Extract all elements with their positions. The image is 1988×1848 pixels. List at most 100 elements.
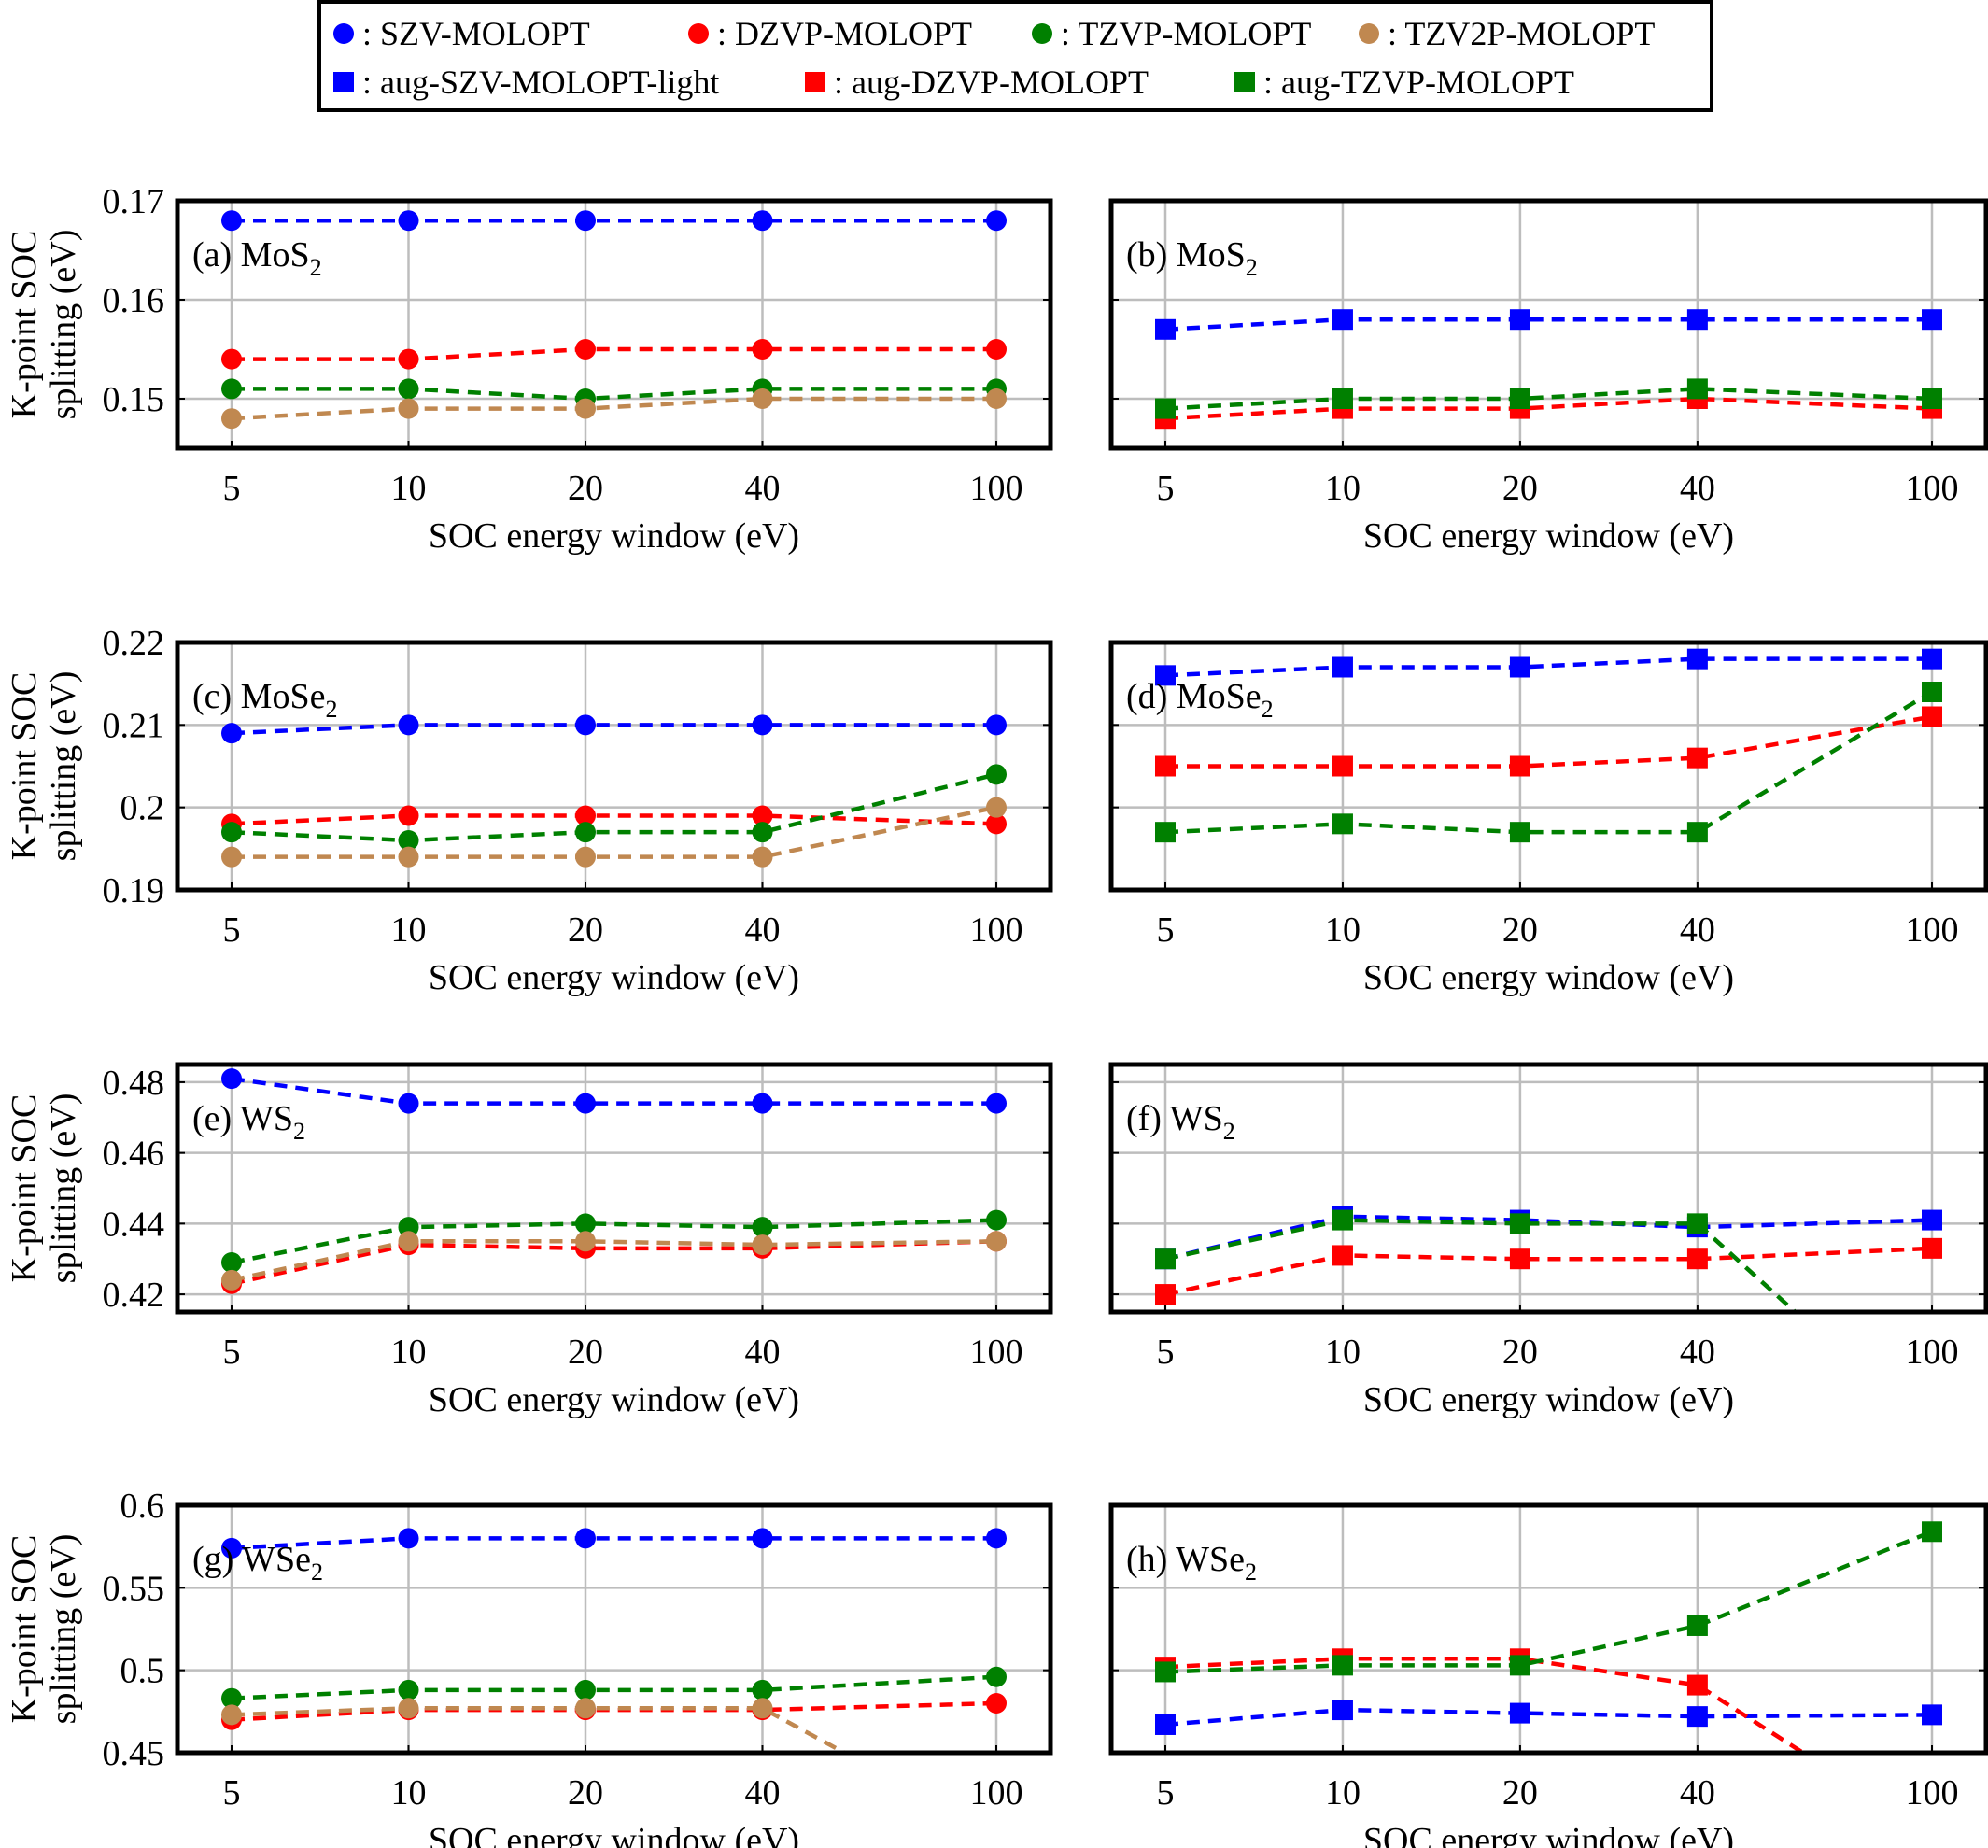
axes-frame — [175, 1062, 1053, 1315]
panel-label-subscript: 2 — [293, 1118, 305, 1145]
panel-e: 5 10 20 40 100 SOC energy window (eV) 0.42 0.44… — [5, 1062, 1053, 1419]
x-tick-label: 5 — [223, 1333, 241, 1372]
data-point — [1686, 309, 1708, 331]
data-point — [1332, 1245, 1353, 1266]
data-point — [752, 210, 773, 232]
series-line — [1164, 1246, 1933, 1297]
y-axis-label-line1: K-point SOC — [5, 1535, 44, 1724]
data-point — [398, 846, 419, 868]
y-tick-label: 0.17 — [103, 182, 165, 221]
legend-marker-icon — [1234, 72, 1255, 92]
x-tick-label: 10 — [1325, 1773, 1361, 1813]
x-tick-label: 40 — [1680, 1333, 1715, 1372]
y-tick-label: 0.5 — [120, 1652, 165, 1691]
data-point — [398, 348, 419, 370]
series-line — [231, 1239, 997, 1286]
x-tick-label: 100 — [970, 469, 1023, 508]
data-point — [1686, 1213, 1708, 1234]
x-tick-label: 20 — [1502, 1773, 1538, 1813]
data-point — [1332, 1700, 1353, 1721]
legend-label: : aug-SZV-MOLOPT-light — [362, 63, 720, 101]
y-axis-label-line2: splitting (eV) — [44, 671, 83, 862]
data-point — [1686, 1674, 1708, 1696]
legend-entry-aug-tzvp: : aug-TZVP-MOLOPT — [1232, 63, 1574, 101]
panel-label-subscript: 2 — [311, 1559, 323, 1586]
x-axis-label: SOC energy window (eV) — [1363, 1380, 1734, 1419]
data-point — [752, 714, 773, 736]
x-tick-label: 20 — [568, 1773, 603, 1813]
x-tick-label: 40 — [1680, 469, 1715, 508]
x-axis-label: SOC energy window (eV) — [1363, 516, 1734, 556]
data-point — [1155, 318, 1176, 340]
x-tick-label: 10 — [1325, 1333, 1361, 1372]
data-point — [398, 714, 419, 736]
data-point — [1922, 1426, 1942, 1446]
x-tick-label: 40 — [744, 1333, 780, 1372]
data-point — [1509, 1702, 1530, 1724]
x-tick-label: 5 — [223, 910, 241, 950]
legend-entry-szv: : SZV-MOLOPT — [331, 15, 590, 52]
legend-marker-icon — [805, 72, 825, 92]
y-axis-label-line1: K-point SOC — [5, 231, 44, 419]
x-tick-label: 5 — [1157, 469, 1175, 508]
data-point — [986, 388, 1007, 409]
data-point — [221, 822, 242, 843]
series-line — [1164, 317, 1932, 332]
panel-h: 5 10 20 40 100 SOC energy window (eV) (h) WSe2 — [1108, 1502, 1988, 1848]
data-point — [986, 813, 1007, 835]
data-point — [986, 210, 1007, 232]
panel-label: (d) MoSe2 — [1126, 677, 1274, 723]
data-point — [398, 1217, 419, 1238]
axes-frame — [1108, 640, 1988, 893]
x-tick-label: 10 — [1325, 469, 1361, 508]
data-point — [1509, 388, 1530, 409]
legend-marker-icon — [1359, 23, 1379, 44]
x-tick-label: 20 — [1502, 910, 1538, 950]
data-point — [1686, 378, 1708, 400]
y-tick-label: 0.19 — [103, 871, 165, 910]
panel-label-subscript: 2 — [1245, 1559, 1257, 1586]
data-point — [752, 1698, 773, 1719]
data-point — [574, 1093, 596, 1114]
y-tick-label: 0.22 — [103, 624, 165, 663]
data-point — [221, 1687, 242, 1709]
data-point — [752, 339, 773, 360]
data-point — [574, 1698, 596, 1719]
data-point — [752, 1217, 773, 1238]
data-point — [1332, 388, 1353, 409]
x-tick-label: 20 — [1502, 469, 1538, 508]
data-point — [1509, 1655, 1530, 1676]
y-tick-label: 0.44 — [103, 1205, 165, 1244]
x-axis-label: SOC energy window (eV) — [1363, 1821, 1734, 1848]
y-tick-label: 0.45 — [103, 1734, 165, 1773]
y-tick-label: 0.42 — [103, 1276, 165, 1315]
x-tick-label: 100 — [1906, 469, 1959, 508]
data-point — [221, 408, 242, 430]
x-tick-label: 20 — [1502, 1333, 1538, 1372]
data-point — [221, 1704, 242, 1726]
y-tick-label: 0.48 — [103, 1064, 165, 1103]
data-point — [221, 378, 242, 400]
x-tick-label: 100 — [970, 910, 1023, 950]
data-point — [986, 339, 1007, 360]
data-point — [221, 846, 242, 868]
panel-c: 5 10 20 40 100 SOC energy window (eV) 0.19 0.2 0… — [5, 624, 1053, 997]
panel-label: (b) MoS2 — [1126, 235, 1258, 281]
panel-label-subscript: 2 — [1262, 696, 1274, 723]
data-point — [398, 805, 419, 826]
data-point — [1922, 309, 1942, 331]
data-point — [1155, 1714, 1176, 1735]
data-point — [1509, 309, 1530, 331]
y-axis-label-line2: splitting (eV) — [44, 230, 83, 420]
data-point — [1509, 755, 1530, 777]
data-point — [752, 805, 773, 826]
plot-area — [1155, 309, 1942, 430]
legend-entry-tzvp: : TZVP-MOLOPT — [1029, 15, 1311, 52]
x-tick-label: 100 — [970, 1773, 1023, 1813]
data-point — [1332, 656, 1353, 678]
x-tick-label: 20 — [568, 469, 603, 508]
data-point — [1332, 309, 1353, 331]
x-tick-label: 10 — [390, 1773, 426, 1813]
panel-label-subscript: 2 — [325, 696, 337, 723]
